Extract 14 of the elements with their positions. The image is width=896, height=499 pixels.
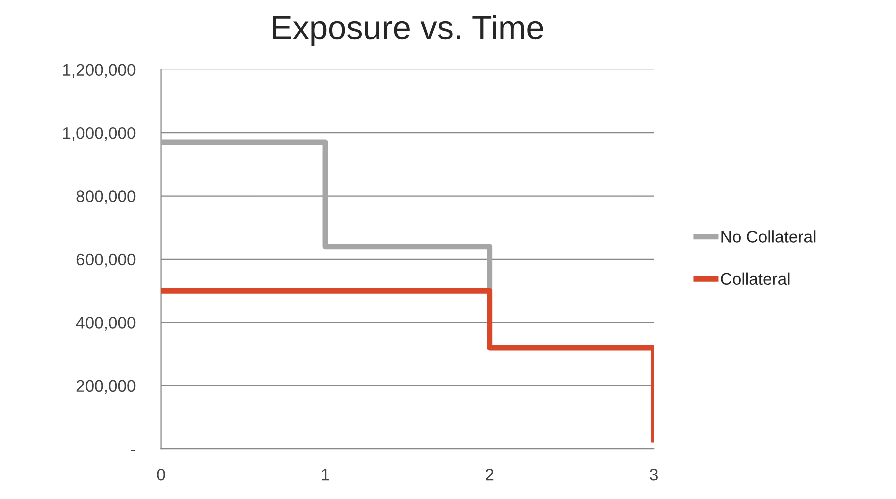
y-tick-label: - xyxy=(131,450,136,452)
y-tick-label: 1,200,000 xyxy=(63,64,136,78)
y-tick-label: 800,000 xyxy=(76,190,136,204)
x-tick-label: 2 xyxy=(486,468,494,481)
y-tick-label: 400,000 xyxy=(76,317,136,331)
x-tick-label: 0 xyxy=(157,468,166,481)
chart-title: Exposure vs. Time xyxy=(273,15,544,46)
x-tick-label: 1 xyxy=(322,469,330,481)
legend-label: No Collateral xyxy=(722,230,816,243)
x-tick-label: 3 xyxy=(650,468,658,481)
legend-label: Collateral xyxy=(721,272,790,286)
y-tick-label: 200,000 xyxy=(76,380,136,394)
y-tick-label: 1,000,000 xyxy=(63,127,136,142)
y-tick-label: 600,000 xyxy=(76,254,136,268)
